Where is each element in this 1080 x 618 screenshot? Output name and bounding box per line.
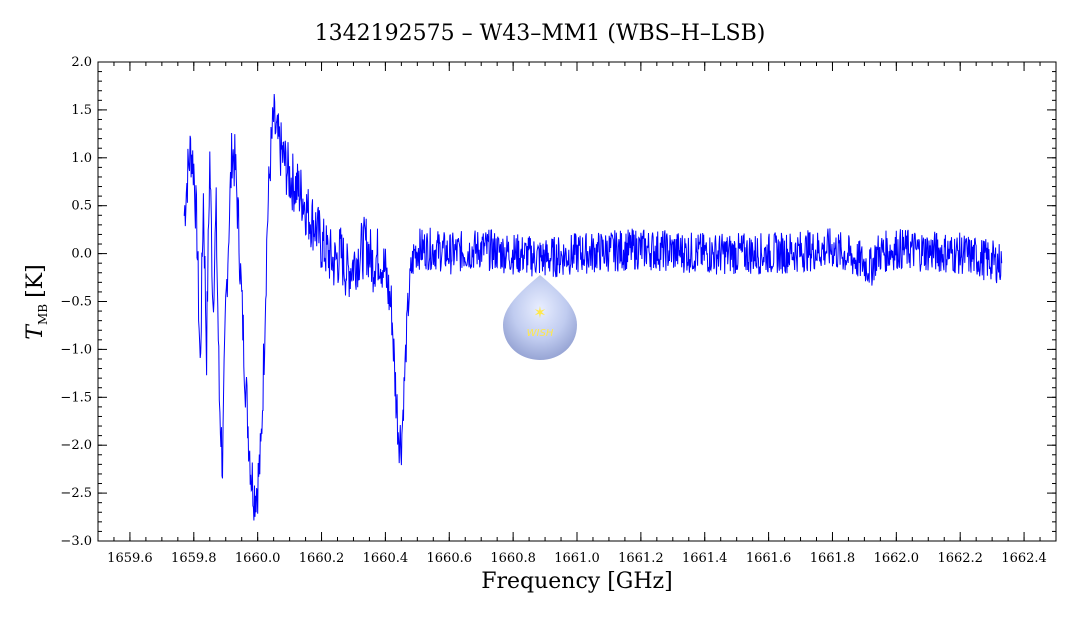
x-tick-label: 1661.2 — [618, 551, 664, 566]
x-tick-label: 1662.0 — [874, 551, 920, 566]
axis-ticks — [97, 61, 1057, 542]
plot-frame — [97, 61, 1057, 542]
x-tick-label: 1661.0 — [554, 551, 600, 566]
y-tick-label: −1.0 — [60, 342, 92, 357]
y-tick-label: 0.0 — [71, 247, 92, 262]
svg-text:✶: ✶ — [533, 303, 546, 322]
x-tick-label: 1659.6 — [107, 551, 153, 566]
y-axis-label: TMB[K] — [23, 264, 50, 339]
x-tick-label: 1660.0 — [235, 551, 281, 566]
chart-title: 1342192575 – W43–MM1 (WBS–H–LSB) — [315, 21, 766, 46]
x-tick-label: 1660.6 — [427, 551, 473, 566]
x-axis-label: Frequency [GHz] — [481, 569, 673, 594]
x-tick-label: 1661.8 — [810, 551, 856, 566]
y-tick-label: 2.0 — [71, 55, 92, 70]
x-tick-label: 1660.4 — [363, 551, 409, 566]
y-tick-label: −1.5 — [60, 390, 92, 405]
y-tick-label: 0.5 — [71, 199, 92, 214]
x-tick-label: 1659.8 — [171, 551, 217, 566]
spectrum-series — [183, 93, 1003, 521]
y-tick-label: 1.0 — [71, 151, 92, 166]
y-tick-label: −2.0 — [60, 438, 92, 453]
spectrum-line — [183, 93, 1003, 521]
y-tick-label: −0.5 — [60, 295, 92, 310]
x-tick-label: 1661.6 — [746, 551, 792, 566]
svg-text:WISH: WISH — [527, 328, 554, 339]
x-tick-label: 1662.2 — [937, 551, 983, 566]
x-tick-label: 1660.2 — [299, 551, 345, 566]
y-tick-label: −3.0 — [60, 534, 92, 549]
x-tick-label: 1662.4 — [1001, 551, 1047, 566]
x-tick-label: 1660.8 — [490, 551, 536, 566]
svg-text:TMB[K]: TMB[K] — [23, 264, 50, 339]
x-tick-labels: 1659.6 1659.8 1660.0 1660.2 1660.4 1660.6 1660… — [107, 551, 1047, 566]
wish-logo: ✶ WISH — [503, 275, 577, 360]
y-tick-labels: 2.0 1.5 1.0 0.5 0.0 −0.5 −1.0 −1.5 −2.0 −2.5 −3.0 — [60, 55, 92, 549]
x-tick-label: 1661.4 — [682, 551, 728, 566]
y-tick-label: 1.5 — [71, 103, 92, 118]
y-tick-label: −2.5 — [60, 486, 92, 501]
